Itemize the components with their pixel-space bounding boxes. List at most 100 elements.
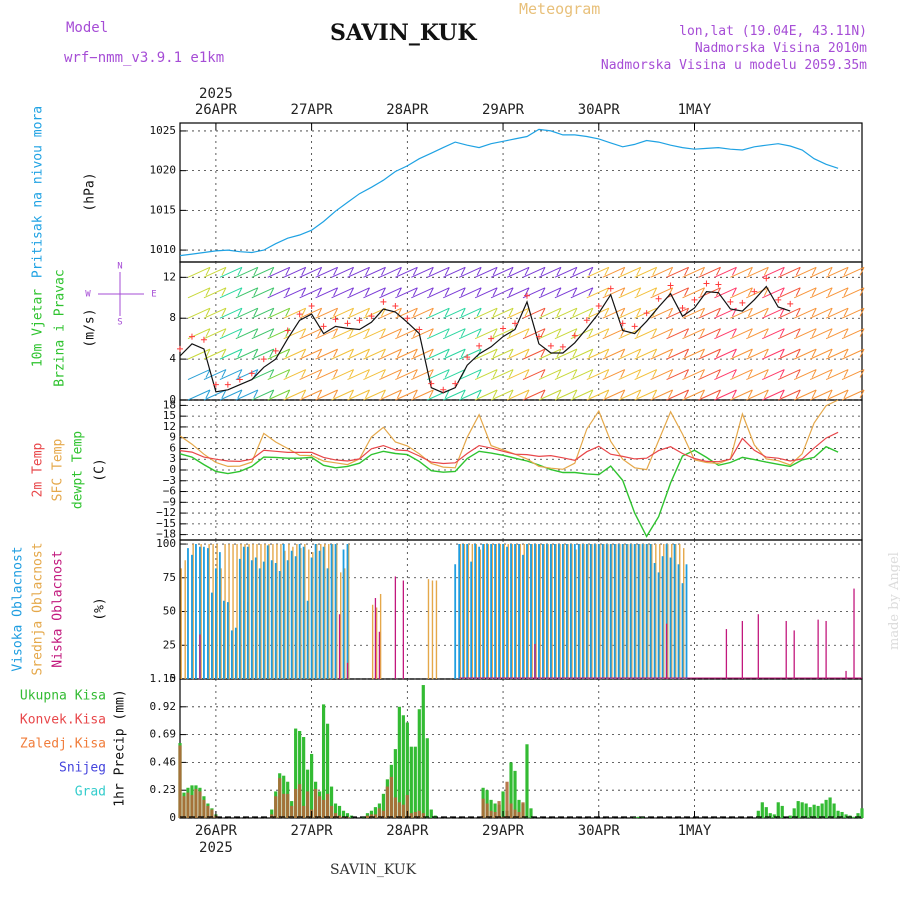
temp-tick-label: −15 <box>156 517 176 530</box>
precip-total-bar <box>828 797 832 818</box>
wind-barb <box>506 307 530 319</box>
wind-barb-flag <box>859 267 865 276</box>
wind-ylabel-1: 10m Vjetar <box>31 289 46 367</box>
wind-barb-flag <box>412 307 418 317</box>
wind-barb-flag <box>827 267 833 276</box>
pressure-tick-label: 1010 <box>150 243 177 256</box>
wind-barb <box>443 266 466 278</box>
wind-barb-flag <box>795 348 801 358</box>
wind-barb-flag <box>492 307 498 317</box>
wind-barb-flag <box>763 307 769 317</box>
wind-barb-flag <box>508 267 514 276</box>
wind-barb <box>379 307 402 319</box>
wind-barb <box>443 328 466 340</box>
wind-barb-flag <box>460 307 466 317</box>
wind-barb <box>730 389 753 401</box>
wind-barb <box>474 266 498 278</box>
wind-barb <box>586 266 610 278</box>
pressure-tick-label: 1025 <box>150 124 177 137</box>
wind-barb <box>363 389 386 401</box>
wind-barb <box>618 369 641 381</box>
precip-tick-label: 0.46 <box>150 755 177 768</box>
wind-barb <box>203 348 227 360</box>
cloud-ylabel-0: Visoka Oblacnost <box>11 546 26 671</box>
wind-barb <box>666 307 689 319</box>
wind-barb-flag <box>365 328 370 337</box>
precip-total-bar <box>788 815 792 818</box>
wind-barb <box>379 328 402 340</box>
precip-total-bar <box>270 809 274 818</box>
wind-barb-flag <box>572 287 578 297</box>
precip-total-bar <box>425 738 429 818</box>
wind-barb-flag <box>604 328 610 337</box>
wind-barb <box>666 348 689 360</box>
temp-tick-label: 0 <box>169 463 176 476</box>
wind-barb-flag <box>237 328 243 337</box>
wind-barb <box>203 287 227 299</box>
wind-barb <box>283 328 306 340</box>
wind-barb-flag <box>747 328 753 337</box>
wind-barb <box>267 389 290 401</box>
wind-barb <box>458 266 482 278</box>
precip-conv-bar <box>377 808 382 818</box>
wind-barb <box>602 266 625 278</box>
precip-total-bar <box>844 814 848 818</box>
precip-total-bar <box>329 786 334 818</box>
wind-barb-flag <box>604 348 610 358</box>
wind-barb-flag <box>396 348 402 358</box>
wind-barb-flag <box>205 389 211 399</box>
wind-barb <box>586 328 610 340</box>
wind-barb-flag <box>444 307 450 317</box>
meteogram-label: Meteogram <box>519 0 601 18</box>
wind-barb <box>187 389 211 401</box>
wind-barb-flag <box>221 389 227 399</box>
wind-barb <box>778 369 801 381</box>
wind-barb-flag <box>205 287 211 297</box>
wind-barb <box>586 348 610 360</box>
wind-barb <box>618 307 641 319</box>
precip-conv-bar <box>321 799 326 818</box>
pressure-tick-label: 1020 <box>150 164 177 177</box>
temp-tick-label: −18 <box>156 528 176 541</box>
wind-barb <box>841 328 865 340</box>
precip-total-bar <box>852 816 856 818</box>
wind-barb <box>809 307 833 319</box>
precip-conv-bar <box>337 815 342 818</box>
precip-conv-bar <box>381 810 385 818</box>
bottom-day-label: 29APR <box>482 823 525 839</box>
precip-tick-label: 0.23 <box>150 783 177 796</box>
wind-barb-flag <box>317 348 323 358</box>
wind-barb-flag <box>524 328 530 337</box>
wind-barb-flag <box>237 287 243 297</box>
wind-barb <box>554 266 578 278</box>
wind-barb-flag <box>843 287 849 297</box>
precip-legend-0: Ukupna Kisa <box>20 689 106 704</box>
wind-barb-flag <box>237 267 243 276</box>
wind-gust-marker <box>452 380 459 387</box>
wind-barb <box>682 266 705 278</box>
wind-barb-flag <box>476 389 482 399</box>
wind-barb-flag <box>396 267 402 276</box>
wind-barb-flag <box>396 287 402 297</box>
wind-barb <box>283 348 306 360</box>
precip-conv-bar <box>329 805 334 818</box>
wind-barb-flag <box>731 287 737 297</box>
precip-total-bar <box>637 816 641 818</box>
wind-barb <box>379 389 402 401</box>
wind-barb <box>778 328 801 340</box>
wind-barb <box>379 266 402 278</box>
precip-conv-bar <box>417 810 421 818</box>
wind-barb <box>203 389 227 401</box>
wind-gust-marker <box>260 356 267 363</box>
wind-barb-flag <box>811 287 817 297</box>
wind-barb <box>554 389 578 401</box>
wind-barb-flag <box>428 348 434 358</box>
wind-barb-flag <box>524 348 530 358</box>
precip-legend-4: Grad <box>75 785 106 800</box>
precip-conv-bar <box>369 814 374 818</box>
wind-barb <box>506 369 530 381</box>
wind-barb <box>363 266 386 278</box>
wind-gust-marker <box>500 325 507 332</box>
wind-barb-flag <box>524 389 530 399</box>
precip-total-bar <box>860 808 864 818</box>
